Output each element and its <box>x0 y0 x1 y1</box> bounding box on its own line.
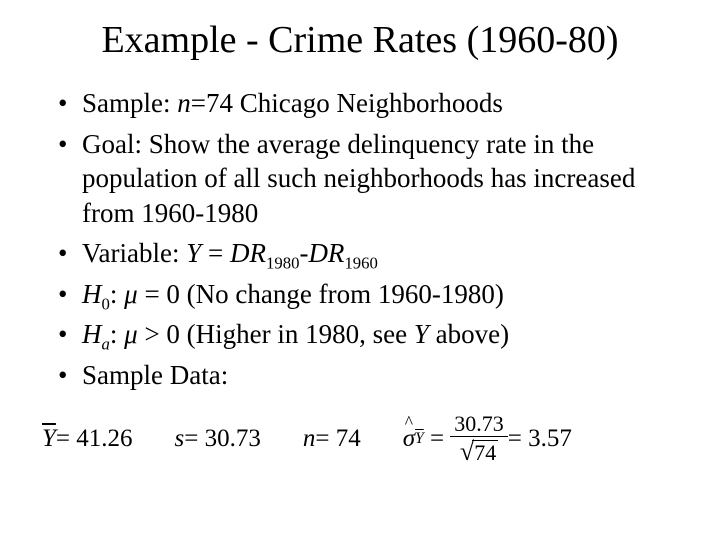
bullet-ha: Ha: μ > 0 (Higher in 1980, see Y above) <box>58 317 684 352</box>
sigma-hat: σ <box>403 425 415 453</box>
radicand: 74 <box>472 440 498 464</box>
slide-title: Example - Crime Rates (1960-80) <box>36 18 684 62</box>
bullet-variable: Variable: Y = DR1980-DR1960 <box>58 236 684 271</box>
var-n: n <box>303 425 316 453</box>
ybar: Y <box>42 425 56 453</box>
eq-n: n = 74 <box>303 425 361 453</box>
sub: 1960 <box>344 254 377 273</box>
var-H: H <box>82 319 102 349</box>
numerator: 30.73 <box>450 412 508 437</box>
sqrt: √74 <box>460 438 498 465</box>
val: = 41.26 <box>56 425 133 453</box>
var-n: n <box>177 88 191 118</box>
slide: Example - Crime Rates (1960-80) Sample: … <box>0 0 720 540</box>
text: Sample: <box>82 88 177 118</box>
eq-ybar: Y = 41.26 <box>42 425 133 453</box>
mu: μ <box>124 279 138 309</box>
var-Y: Y <box>414 319 429 349</box>
bullet-h0: H0: μ = 0 (No change from 1960-1980) <box>58 277 684 312</box>
bullet-list: Sample: n=74 Chicago Neighborhoods Goal:… <box>36 86 684 392</box>
text: =74 Chicago Neighborhoods <box>191 88 503 118</box>
var-s: s <box>175 425 185 453</box>
text: = 0 (No change from 1960-1980) <box>138 279 504 309</box>
sub: 1980 <box>266 254 299 273</box>
bullet-sample: Sample: n=74 Chicago Neighborhoods <box>58 86 684 121</box>
eq-s: s = 30.73 <box>175 425 261 453</box>
text: > 0 (Higher in 1980, see <box>138 319 414 349</box>
fraction: 30.73 √74 <box>450 412 508 465</box>
mu: μ <box>124 319 138 349</box>
val: = 30.73 <box>184 425 261 453</box>
text: Variable: <box>82 238 186 268</box>
sigma-sub: Y <box>415 430 424 447</box>
sub: a <box>102 335 110 354</box>
val: = 74 <box>315 425 360 453</box>
equation-row: Y = 41.26 s = 30.73 n = 74 σY = 30.73 √7… <box>36 412 684 465</box>
denominator: √74 <box>460 437 498 465</box>
colon: : <box>110 279 124 309</box>
var-Y: Y <box>186 238 201 268</box>
colon: : <box>110 319 124 349</box>
text: above) <box>429 319 509 349</box>
sub: 0 <box>102 294 110 313</box>
bullet-goal: Goal: Show the average delinquency rate … <box>58 127 684 231</box>
var-DR: DR <box>308 238 344 268</box>
eq-sigma: σY = 30.73 √74 = 3.57 <box>403 412 572 465</box>
var-DR: DR <box>230 238 266 268</box>
var-H: H <box>82 279 102 309</box>
val: = 3.57 <box>508 425 572 453</box>
bullet-sampledata: Sample Data: <box>58 358 684 393</box>
text: = <box>201 238 230 268</box>
